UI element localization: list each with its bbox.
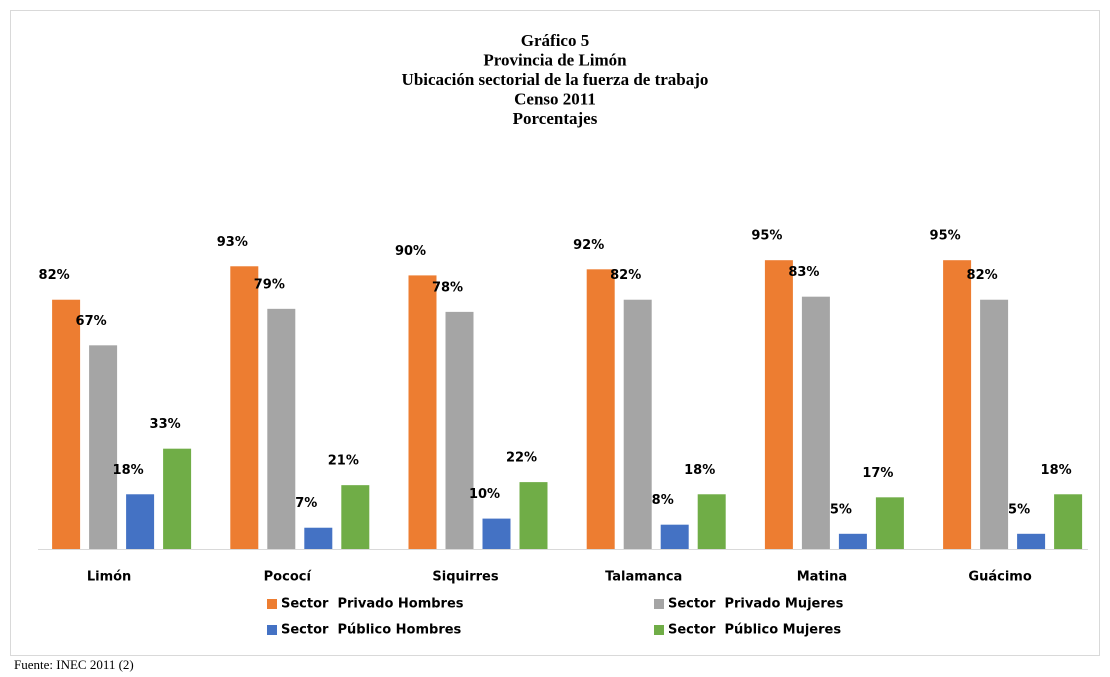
data-label: 82% — [967, 268, 998, 283]
bar — [801, 296, 830, 549]
chart-title: Provincia de Limón — [483, 50, 627, 69]
data-label: 79% — [254, 277, 285, 292]
data-label: 21% — [328, 454, 359, 469]
chart-title: Censo 2011 — [514, 89, 596, 108]
data-label: 22% — [506, 451, 537, 466]
legend-swatch — [267, 625, 277, 635]
legend-swatch — [654, 599, 664, 609]
chart-frame — [10, 10, 1100, 656]
bar — [623, 299, 652, 549]
bar — [519, 482, 548, 549]
data-label: 33% — [150, 417, 181, 432]
data-label: 7% — [295, 496, 317, 511]
bar — [980, 299, 1009, 549]
chart-title: Porcentajes — [513, 109, 598, 128]
legend-label: Sector Público Mujeres — [668, 623, 841, 638]
x-tick-label: Matina — [797, 570, 847, 585]
data-label: 18% — [684, 463, 715, 478]
data-label: 93% — [217, 235, 248, 250]
legend-label: Sector Privado Mujeres — [668, 597, 844, 612]
x-tick-label: Guácimo — [968, 570, 1031, 585]
data-label: 5% — [1008, 502, 1030, 517]
bar — [875, 497, 904, 549]
bar — [586, 269, 615, 549]
bar — [52, 299, 81, 549]
bar — [1054, 494, 1083, 549]
bar — [341, 485, 370, 549]
chart-title: Gráfico 5 — [521, 31, 589, 50]
data-label: 83% — [788, 265, 819, 280]
data-label: 18% — [113, 463, 144, 478]
data-label: 92% — [573, 238, 604, 253]
data-label: 78% — [432, 280, 463, 295]
bar — [943, 260, 972, 549]
data-label: 8% — [652, 493, 674, 508]
data-label: 18% — [1041, 463, 1072, 478]
legend-swatch — [654, 625, 664, 635]
legend-label: Sector Público Hombres — [281, 623, 462, 638]
x-tick-label: Talamanca — [605, 570, 682, 585]
bar — [445, 311, 474, 549]
bar — [408, 275, 437, 549]
data-label: 17% — [862, 466, 893, 481]
data-label: 95% — [751, 229, 782, 244]
bar — [89, 345, 118, 549]
bar — [1017, 533, 1046, 549]
x-tick-label: Pococí — [264, 570, 313, 585]
bar — [304, 527, 333, 549]
data-label: 67% — [76, 314, 107, 329]
bar — [482, 518, 511, 549]
bar — [163, 448, 192, 549]
chart-title: Ubicación sectorial de la fuerza de trab… — [402, 70, 709, 89]
x-tick-label: Siquirres — [432, 570, 498, 585]
bar — [764, 260, 793, 549]
bar — [230, 266, 259, 549]
data-label: 5% — [830, 502, 852, 517]
bar — [660, 524, 689, 549]
data-label: 82% — [39, 268, 70, 283]
data-label: 82% — [610, 268, 641, 283]
legend-swatch — [267, 599, 277, 609]
legend-label: Sector Privado Hombres — [281, 597, 464, 612]
data-label: 90% — [395, 244, 426, 259]
bar — [126, 494, 155, 549]
x-tick-label: Limón — [87, 570, 131, 585]
source-note: Fuente: INEC 2011 (2) — [14, 657, 134, 672]
data-label: 10% — [469, 487, 500, 502]
bar — [697, 494, 726, 549]
data-label: 95% — [930, 229, 961, 244]
bar — [838, 533, 867, 549]
bar — [267, 308, 296, 549]
